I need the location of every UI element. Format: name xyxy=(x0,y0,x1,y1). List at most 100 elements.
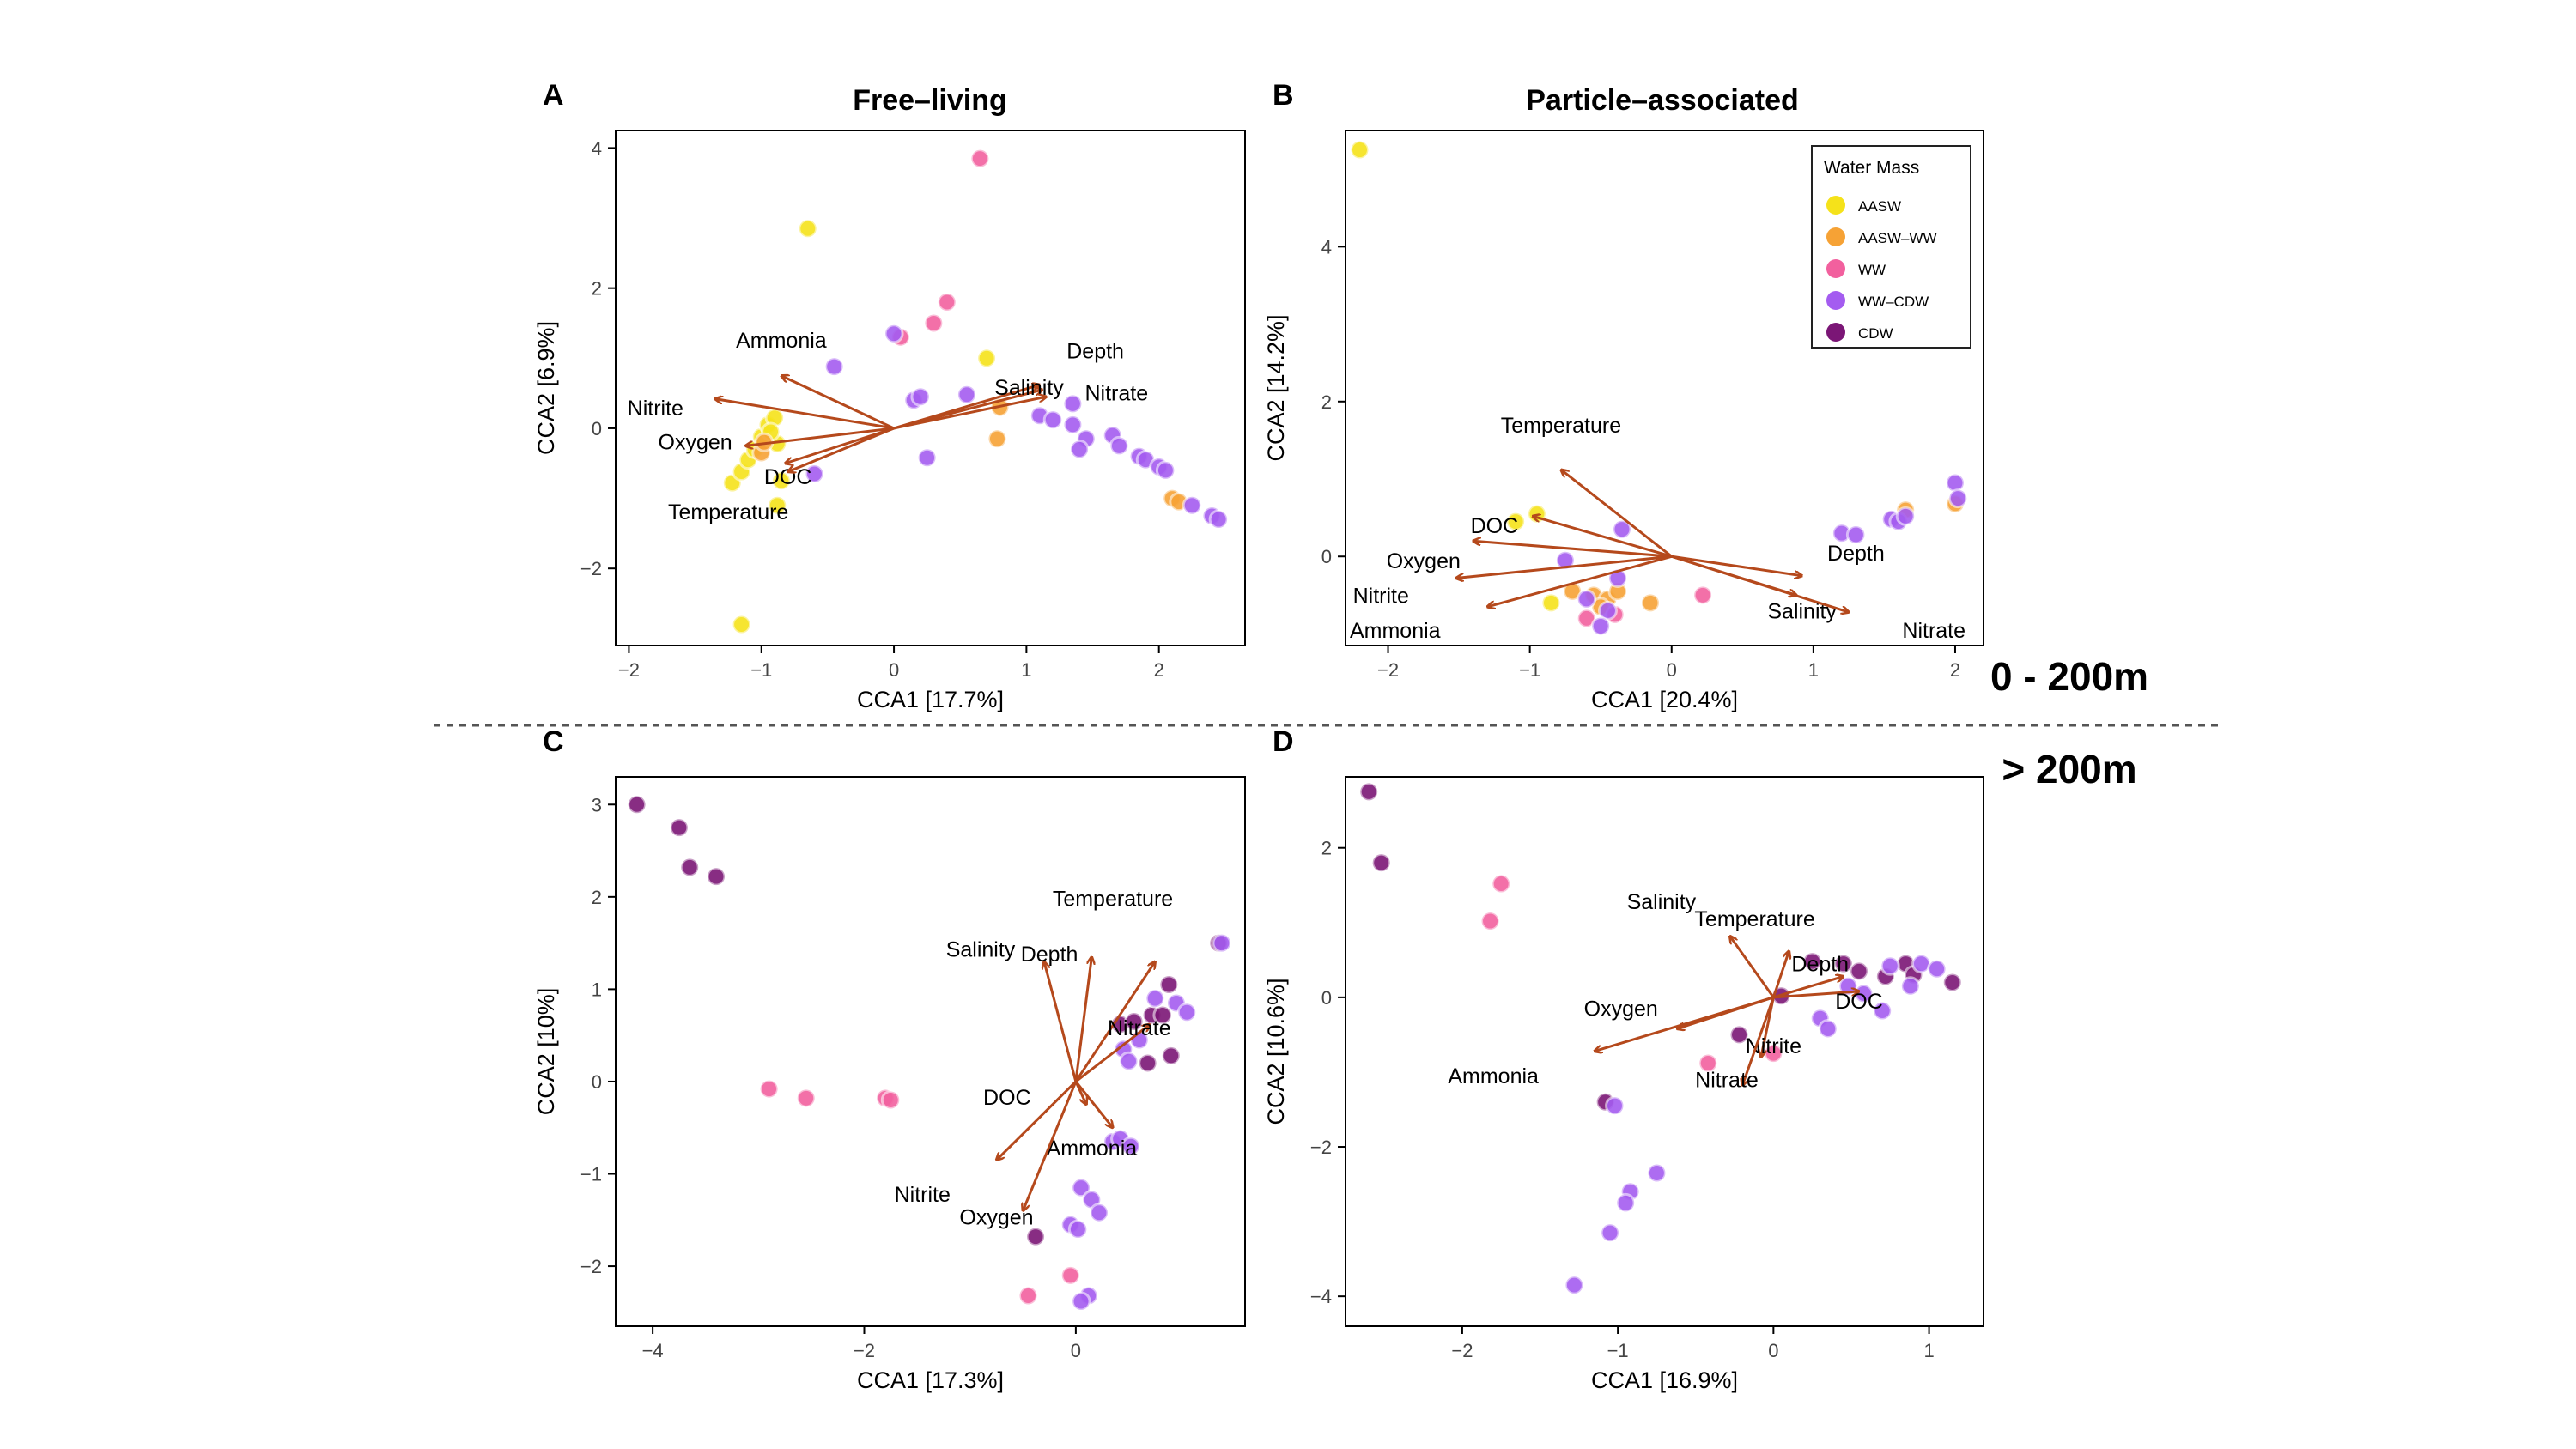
data-point-cdw xyxy=(679,857,700,877)
x-axis-label: CCA1 [17.7%] xyxy=(857,687,1004,712)
data-point-ww xyxy=(1491,874,1511,894)
panel-letter: A xyxy=(543,79,564,112)
data-point-ww-cdw xyxy=(1590,615,1611,636)
data-point-ww-cdw xyxy=(1600,1222,1620,1243)
vector-label-nitrite: Nitrite xyxy=(1353,584,1409,608)
data-point-cdw xyxy=(1802,951,1823,972)
legend-label: WW–CDW xyxy=(1858,294,1929,310)
vector-ammonia xyxy=(1487,555,1673,607)
panel-letter: D xyxy=(1273,725,1294,758)
vector-temperature xyxy=(1771,951,1789,998)
y-tick-label: 2 xyxy=(1321,391,1332,413)
y-tick-label: 4 xyxy=(592,137,602,159)
x-tick-label: 1 xyxy=(1808,659,1819,681)
data-point-ww-cdw xyxy=(1062,415,1083,435)
data-point-ww-cdw xyxy=(1895,506,1916,526)
y-tick-label: 2 xyxy=(592,278,602,300)
legend-swatch xyxy=(1826,196,1845,215)
data-point-ww-cdw xyxy=(1176,1002,1197,1022)
x-tick-label: −2 xyxy=(1377,659,1399,681)
data-point-ww-cdw xyxy=(1612,519,1632,540)
data-point-ww-cdw xyxy=(804,464,824,484)
vector-nitrate xyxy=(1074,1024,1150,1083)
data-point-cdw xyxy=(1849,961,1869,981)
vector-label-oxygen: Oxygen xyxy=(1584,997,1658,1022)
data-point-ww-cdw xyxy=(1845,524,1866,545)
y-tick-label: −4 xyxy=(1310,1286,1332,1307)
data-point-ww xyxy=(1692,585,1713,605)
data-point-aasw xyxy=(1350,140,1370,161)
vector-depth xyxy=(1074,957,1091,1082)
data-point-aasw xyxy=(771,470,792,491)
vector-label-temperature: Temperature xyxy=(1694,907,1814,931)
legend-label: AASW xyxy=(1858,198,1901,215)
y-axis-label: CCA2 [10%] xyxy=(533,988,559,1116)
data-point-ww xyxy=(1060,1265,1081,1286)
data-point-ww-cdw xyxy=(1872,1001,1893,1022)
y-tick-label: 2 xyxy=(592,887,602,908)
data-point-ww xyxy=(969,149,990,169)
y-axis-label: CCA2 [6.9%] xyxy=(533,321,559,455)
legend-label: AASW–WW xyxy=(1858,230,1937,246)
data-point-ww-cdw xyxy=(1945,473,1965,494)
x-tick-label: −1 xyxy=(1519,659,1540,681)
vector-label-depth: Depth xyxy=(1021,943,1078,967)
data-point-ww-cdw xyxy=(1577,589,1597,609)
data-point-ww-cdw xyxy=(1646,1162,1667,1183)
data-point-aasw-ww xyxy=(1640,592,1661,613)
vector-label-salinity: Salinity xyxy=(946,938,1016,962)
vector-doc xyxy=(786,427,895,464)
y-tick-label: 3 xyxy=(592,794,602,815)
vector-oxygen xyxy=(1473,541,1672,558)
data-point-ww-cdw xyxy=(957,385,977,405)
data-point-aasw-ww xyxy=(987,428,1007,449)
vector-nitrate xyxy=(1742,997,1775,1086)
data-point-cdw xyxy=(1833,954,1854,974)
data-point-ww-cdw xyxy=(1947,488,1968,509)
vector-label-doc: DOC xyxy=(1471,514,1519,538)
vector-label-salinity: Salinity xyxy=(1767,599,1837,623)
y-tick-label: −2 xyxy=(580,558,602,579)
data-point-cdw xyxy=(1158,974,1179,995)
data-point-ww-cdw xyxy=(1118,1051,1139,1071)
data-point-cdw xyxy=(627,794,647,815)
y-tick-label: 0 xyxy=(592,418,602,440)
vector-label-doc: DOC xyxy=(1835,990,1883,1014)
x-tick-label: 1 xyxy=(1923,1340,1934,1361)
data-point-ww-cdw xyxy=(1212,933,1232,954)
data-point-ww-cdw xyxy=(1597,600,1618,621)
data-point-ww-cdw xyxy=(1900,976,1921,997)
data-point-ww xyxy=(880,1089,901,1110)
data-point-ww-cdw xyxy=(1069,439,1090,459)
plot-frame xyxy=(1345,776,1984,1327)
x-tick-label: −4 xyxy=(642,1340,664,1361)
x-tick-label: −1 xyxy=(1607,1340,1629,1361)
data-point-ww-cdw xyxy=(1555,550,1576,571)
data-point-ww-cdw xyxy=(1109,435,1129,456)
vector-label-salinity: Salinity xyxy=(994,376,1064,400)
vector-label-depth: Depth xyxy=(1066,339,1124,363)
x-tick-label: −2 xyxy=(1451,1340,1473,1361)
legend-swatch xyxy=(1826,291,1845,310)
data-point-cdw xyxy=(1942,972,1963,992)
data-point-ww xyxy=(1698,1052,1718,1073)
vector-label-depth: Depth xyxy=(1791,952,1849,976)
vector-ammonia xyxy=(781,376,895,430)
panel-a: A −2 −1 0 1 2 −2 0 2 4 CCA1 [17.7%] CCA2 [6.9%] Ammo… xyxy=(533,79,1246,712)
data-point-ww-cdw xyxy=(1818,1018,1838,1039)
column-title-particle-associated: Particle–associated xyxy=(1526,84,1799,117)
data-point-ww-cdw xyxy=(1121,1136,1141,1156)
plot-frame xyxy=(615,130,1246,646)
data-point-ww-cdw xyxy=(824,356,845,377)
data-point-ww-cdw xyxy=(1607,568,1628,589)
data-point-cdw xyxy=(1371,852,1392,873)
data-point-aasw xyxy=(976,348,997,368)
data-point-ww-cdw xyxy=(1615,1192,1636,1213)
data-point-ww-cdw xyxy=(1062,393,1083,414)
data-point-aasw xyxy=(767,495,787,516)
data-point-ww xyxy=(796,1088,817,1108)
vector-doc xyxy=(1773,991,1859,999)
x-axis-label: CCA1 [16.9%] xyxy=(1591,1367,1738,1393)
data-point-ww-cdw xyxy=(1208,509,1229,530)
